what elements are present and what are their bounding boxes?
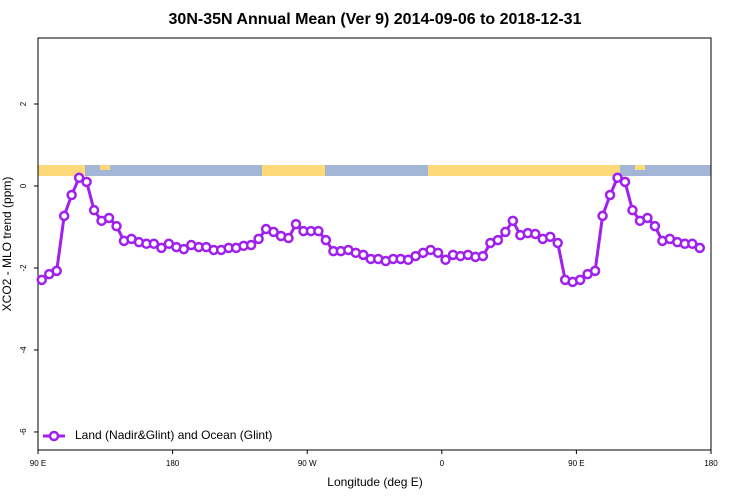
x-tick-label: 90 E bbox=[30, 459, 46, 468]
point bbox=[66, 189, 77, 201]
point bbox=[574, 274, 586, 286]
point bbox=[103, 212, 115, 224]
point bbox=[283, 232, 294, 244]
point bbox=[36, 274, 47, 286]
point bbox=[492, 234, 504, 246]
point bbox=[148, 238, 160, 250]
chart-title: 30N-35N Annual Mean (Ver 9) 2014-09-06 t… bbox=[169, 11, 582, 28]
land-band bbox=[100, 165, 110, 170]
point bbox=[88, 204, 100, 216]
point bbox=[649, 220, 661, 232]
point bbox=[320, 234, 332, 246]
point bbox=[530, 228, 541, 240]
land-band bbox=[635, 165, 645, 170]
point bbox=[642, 212, 653, 224]
point bbox=[253, 233, 264, 245]
point bbox=[358, 249, 369, 261]
point bbox=[507, 215, 519, 227]
point bbox=[245, 239, 257, 251]
land-ocean-strip bbox=[38, 165, 711, 176]
point bbox=[156, 242, 167, 254]
land-band bbox=[38, 165, 85, 176]
point bbox=[589, 265, 601, 277]
legend-label: Land (Nadir&Glint) and Ocean (Glint) bbox=[75, 428, 272, 442]
x-tick-label: 180 bbox=[166, 459, 180, 468]
point bbox=[687, 238, 698, 250]
point bbox=[313, 225, 324, 237]
point bbox=[619, 176, 631, 188]
x-tick-label: 90 E bbox=[568, 459, 584, 468]
point bbox=[178, 243, 190, 255]
point bbox=[544, 231, 556, 243]
point bbox=[58, 210, 70, 222]
point bbox=[432, 247, 444, 259]
y-tick-label: -2 bbox=[19, 264, 28, 272]
land-band bbox=[262, 165, 325, 176]
ocean-band bbox=[38, 165, 711, 176]
point bbox=[612, 172, 623, 184]
series-line bbox=[40, 175, 701, 284]
point bbox=[552, 237, 563, 249]
point bbox=[81, 176, 92, 188]
point bbox=[597, 210, 608, 222]
y-tick-label: -4 bbox=[19, 346, 28, 354]
point bbox=[694, 242, 706, 254]
x-tick-label: 180 bbox=[704, 459, 718, 468]
point bbox=[604, 189, 616, 201]
plot-frame bbox=[37, 37, 712, 451]
point bbox=[73, 172, 85, 184]
point bbox=[477, 250, 489, 262]
point bbox=[51, 265, 62, 277]
point bbox=[111, 220, 122, 232]
x-tick-label: 0 bbox=[440, 459, 445, 468]
y-tick-label: 2 bbox=[19, 101, 28, 106]
land-band bbox=[428, 165, 496, 176]
y-tick-label: 0 bbox=[19, 183, 28, 188]
x-tick-label: 90 W bbox=[298, 459, 317, 468]
point bbox=[290, 218, 302, 230]
point bbox=[268, 226, 279, 238]
point bbox=[500, 226, 511, 238]
land-band bbox=[496, 165, 620, 176]
x-axis-label: Longitude (deg E) bbox=[327, 475, 422, 489]
point bbox=[627, 204, 638, 216]
y-axis-label: XCO2 - MLO trend (ppm) bbox=[0, 177, 14, 312]
legend-marker bbox=[48, 430, 60, 442]
y-tick-label: -6 bbox=[19, 428, 28, 436]
point bbox=[440, 254, 451, 266]
